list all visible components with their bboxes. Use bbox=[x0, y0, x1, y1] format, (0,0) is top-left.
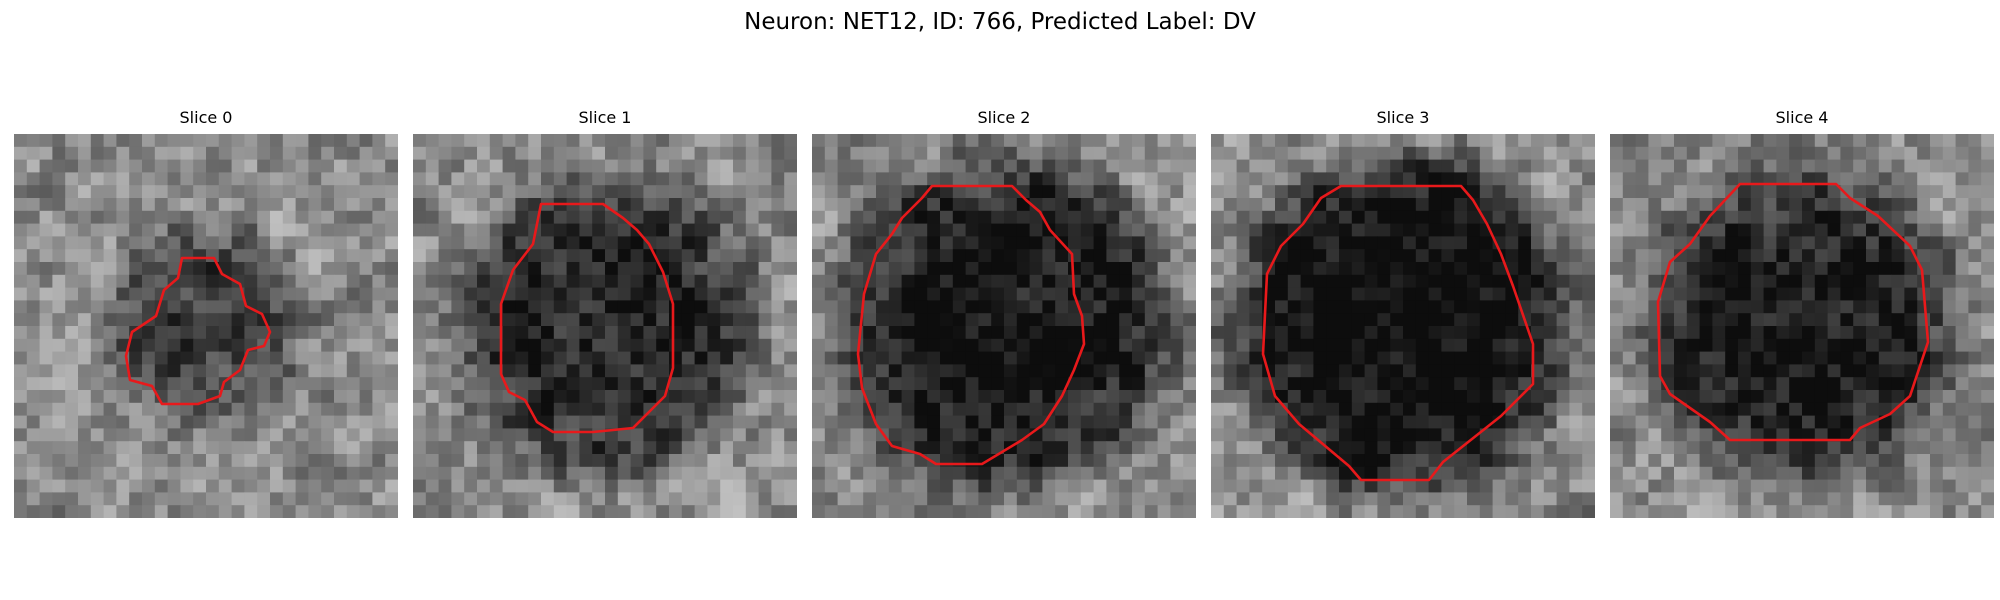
roi-contour bbox=[124, 256, 272, 406]
slice-title: Slice 1 bbox=[578, 108, 632, 127]
slice-title: Slice 3 bbox=[1376, 108, 1430, 127]
slice-title: Slice 0 bbox=[179, 108, 233, 127]
slice-image bbox=[1610, 134, 1994, 518]
microscopy-slice bbox=[1211, 134, 1595, 518]
slice-panel-2: Slice 2 bbox=[812, 108, 1196, 518]
slice-title: Slice 4 bbox=[1775, 108, 1829, 127]
figure-title: Neuron: NET12, ID: 766, Predicted Label:… bbox=[744, 9, 1256, 35]
slice-image bbox=[14, 134, 398, 518]
roi-contour bbox=[1261, 184, 1535, 482]
microscopy-slice bbox=[413, 134, 797, 518]
slice-panel-4: Slice 4 bbox=[1610, 108, 1994, 518]
microscopy-slice bbox=[812, 134, 1196, 518]
slice-panel-0: Slice 0 bbox=[14, 108, 398, 518]
roi-contour bbox=[1656, 182, 1930, 442]
microscopy-slice bbox=[1610, 134, 1994, 518]
slice-image bbox=[812, 134, 1196, 518]
slice-panel-1: Slice 1 bbox=[413, 108, 797, 518]
microscopy-slice bbox=[14, 134, 398, 518]
slice-image bbox=[413, 134, 797, 518]
slice-panel-3: Slice 3 bbox=[1211, 108, 1595, 518]
roi-contour bbox=[499, 202, 675, 434]
slice-title: Slice 2 bbox=[977, 108, 1031, 127]
roi-contour bbox=[856, 184, 1086, 466]
slice-image bbox=[1211, 134, 1595, 518]
